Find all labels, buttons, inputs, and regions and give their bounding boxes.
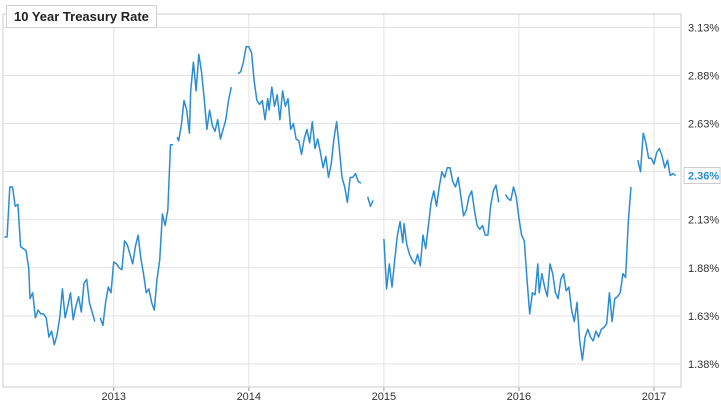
y-tick-label: 3.13% [688, 22, 719, 34]
x-tick-label: 2017 [642, 391, 666, 403]
axes [2, 13, 682, 391]
x-tick-label: 2015 [372, 391, 396, 403]
x-tick-label: 2013 [102, 391, 126, 403]
y-tick-label: 1.63% [688, 311, 719, 323]
last-value-badge [683, 167, 721, 185]
y-tick-label: 2.13% [688, 215, 719, 227]
y-tick-label: 1.38% [688, 359, 719, 371]
series-line [4, 45, 677, 361]
y-tick-label: 1.88% [688, 263, 719, 275]
plot-frame [2, 13, 682, 388]
last-value-label: 2.36% [688, 171, 719, 183]
tick-labels: 1.38% 1.63% 1.88% 2.13% 2.63% 2.88% 3.13% 2013 2… [102, 22, 721, 403]
x-tick-label: 2016 [507, 391, 531, 403]
y-tick-label: 2.88% [688, 71, 719, 83]
y-tick-label: 2.63% [688, 119, 719, 131]
series-layer [4, 45, 677, 361]
x-tick-label: 2014 [237, 391, 261, 403]
chart-title: 10 Year Treasury Rate [6, 5, 157, 28]
